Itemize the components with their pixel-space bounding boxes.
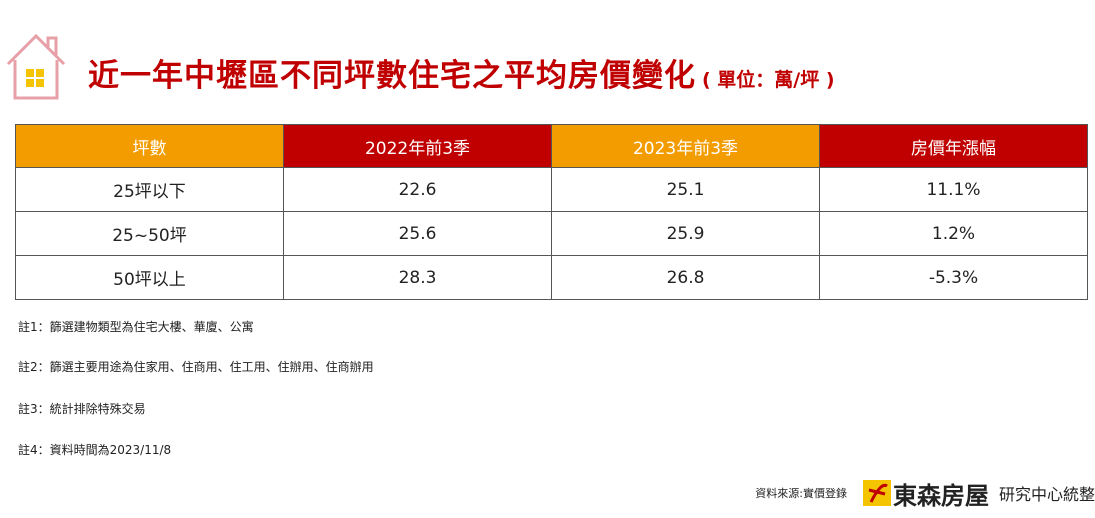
footer: 資料來源:實價登錄 東森房屋 研究中心統整 — [755, 478, 1095, 510]
table-cell: -5.3% — [819, 255, 1088, 300]
table-cell: 1.2% — [819, 211, 1088, 256]
header-row: 坪數 2022年前3季 2023年前3季 房價年漲幅 — [15, 124, 1088, 168]
table-cell: 11.1% — [819, 167, 1088, 212]
table-cell: 50坪以上 — [15, 255, 284, 300]
title: 近一年中壢區不同坪數住宅之平均房價變化 — [88, 58, 696, 94]
table-row: 25~50坪 25.6 25.9 1.2% — [15, 211, 1088, 256]
table-cell: 25.9 — [551, 211, 820, 256]
table-cell: 26.8 — [551, 255, 820, 300]
table-cell: 28.3 — [283, 255, 552, 300]
note: 註2：篩選主要用途為住家用、住商用、住工用、住辦用、住商辦用 — [18, 360, 374, 374]
title-block: 近一年中壢區不同坪數住宅之平均房價變化 ( 單位：萬/坪 ) — [88, 50, 835, 95]
column-header: 坪數 — [15, 124, 284, 168]
column-header: 2023年前3季 — [551, 124, 820, 168]
table-body: 25坪以下 22.6 25.1 11.1% 25~50坪 25.6 25.9 1.2% 50坪以… — [15, 167, 1088, 300]
note: 註3：統計排除特殊交易 — [18, 402, 146, 416]
table-row: 25坪以下 22.6 25.1 11.1% — [15, 167, 1088, 212]
brand-logo — [862, 480, 891, 506]
department: 研究中心統整 — [998, 485, 1095, 504]
unit: ( 單位：萬/坪 ) — [702, 69, 835, 91]
house-icon — [6, 33, 66, 100]
source: 資料來源:實價登錄 — [755, 487, 847, 500]
table-cell: 22.6 — [283, 167, 552, 212]
table-cell: 25坪以下 — [15, 167, 284, 212]
table-row: 50坪以上 28.3 26.8 -5.3% — [15, 255, 1088, 300]
column-header: 2022年前3季 — [283, 124, 552, 168]
brand: 東森房屋 — [892, 480, 989, 510]
table-cell: 25~50坪 — [15, 211, 284, 256]
price-table: 坪數 2022年前3季 2023年前3季 房價年漲幅 25坪以下 22.6 25.1 11.… — [15, 124, 1088, 300]
table-cell: 25.1 — [551, 167, 820, 212]
note: 註1：篩選建物類型為住宅大樓、華廈、公寓 — [18, 320, 254, 334]
column-header: 房價年漲幅 — [819, 124, 1088, 168]
table-cell: 25.6 — [283, 211, 552, 256]
note: 註4：資料時間為2023/11/8 — [18, 443, 172, 457]
